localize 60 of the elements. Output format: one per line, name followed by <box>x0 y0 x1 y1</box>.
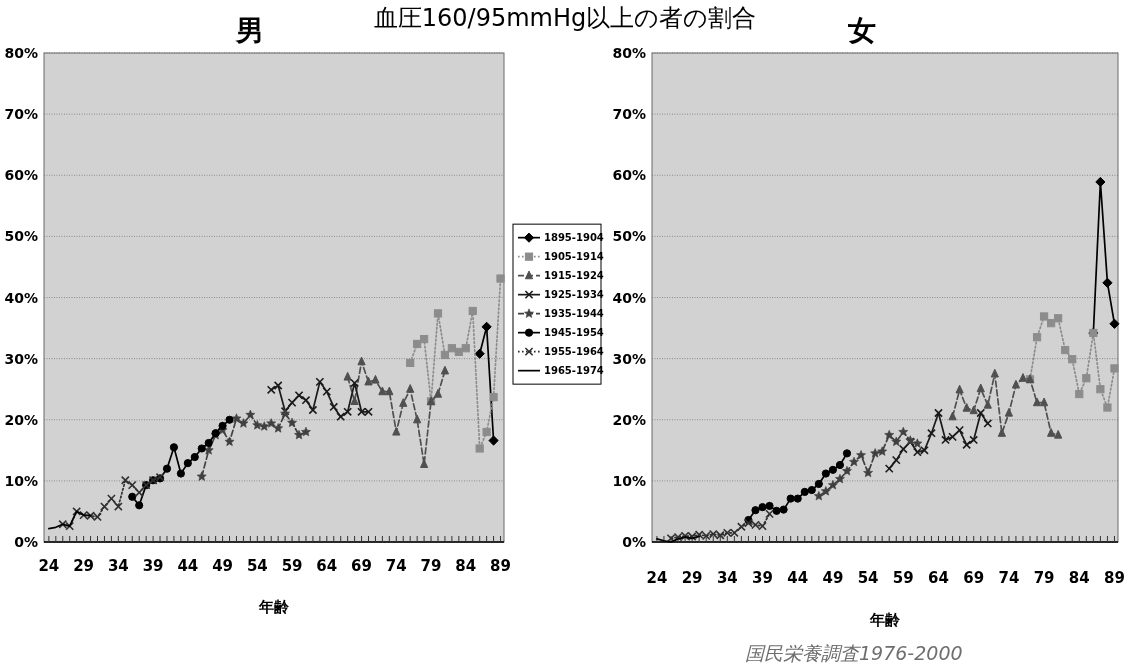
y-tick-label: 70% <box>4 106 38 123</box>
y-tick-label: 80% <box>4 45 38 61</box>
x-tick-label: 89 <box>1104 569 1125 587</box>
x-tick-label: 49 <box>212 557 234 575</box>
x-tick-label: 79 <box>420 557 442 575</box>
y-tick-label: 20% <box>612 411 646 428</box>
legend-label: 1945-1954 <box>544 327 604 339</box>
x-tick-label: 29 <box>681 569 703 587</box>
text: 血圧160/95mmHg以上の者の割合 <box>373 4 757 32</box>
y-tick-label: 0% <box>622 534 646 550</box>
x-tick-label: 39 <box>142 557 164 575</box>
x-tick-label: 24 <box>646 569 668 587</box>
y-tick-label: 40% <box>612 289 646 306</box>
x-tick-label: 54 <box>857 569 879 587</box>
legend-label: 1935-1944 <box>544 308 604 320</box>
chart-title: 女 <box>847 14 876 47</box>
legend-label: 1925-1934 <box>544 289 604 301</box>
chart-title: 男 <box>235 14 264 47</box>
y-tick-label: 60% <box>612 167 646 184</box>
x-tick-label: 29 <box>73 557 95 575</box>
y-tick-label: 60% <box>4 167 38 184</box>
x-axis-title: 年齢 <box>258 598 290 616</box>
x-tick-label: 44 <box>787 569 809 587</box>
x-tick-label: 34 <box>716 569 738 587</box>
x-tick-label: 44 <box>177 557 199 575</box>
y-tick-label: 50% <box>4 228 38 245</box>
y-tick-label: 40% <box>4 289 38 306</box>
x-tick-label: 59 <box>892 569 914 587</box>
y-tick-label: 50% <box>612 228 646 245</box>
y-tick-label: 70% <box>612 106 646 123</box>
y-tick-label: 20% <box>4 411 38 428</box>
x-tick-label: 74 <box>998 569 1020 587</box>
x-tick-label: 84 <box>455 557 477 575</box>
legend-label: 1905-1914 <box>544 251 604 263</box>
x-tick-label: 69 <box>351 557 372 575</box>
x-tick-label: 69 <box>963 569 985 587</box>
x-tick-label: 89 <box>490 557 511 575</box>
x-tick-label: 39 <box>752 569 773 587</box>
x-tick-label: 64 <box>928 569 949 587</box>
x-tick-label: 54 <box>246 557 268 575</box>
text: 国民栄養調査1976-2000 <box>745 642 963 664</box>
legend-label: 1915-1924 <box>544 270 604 282</box>
x-tick-label: 24 <box>38 557 60 575</box>
x-tick-label: 79 <box>1033 569 1055 587</box>
legend-label: 1965-1974 <box>544 365 604 377</box>
y-tick-label: 10% <box>4 472 38 489</box>
x-tick-label: 74 <box>385 557 407 575</box>
legend-label: 1895-1904 <box>544 232 604 244</box>
x-tick-label: 34 <box>107 557 129 575</box>
x-tick-label: 59 <box>281 557 303 575</box>
y-tick-label: 10% <box>612 472 646 489</box>
y-tick-label: 80% <box>612 45 646 61</box>
x-tick-label: 64 <box>316 557 338 575</box>
x-tick-label: 49 <box>822 569 844 587</box>
y-tick-label: 0% <box>14 534 38 550</box>
legend-label: 1955-1964 <box>544 346 604 358</box>
y-tick-label: 30% <box>612 350 646 367</box>
x-axis-title: 年齢 <box>869 611 901 629</box>
y-tick-label: 30% <box>4 350 38 367</box>
x-tick-label: 84 <box>1068 569 1090 587</box>
